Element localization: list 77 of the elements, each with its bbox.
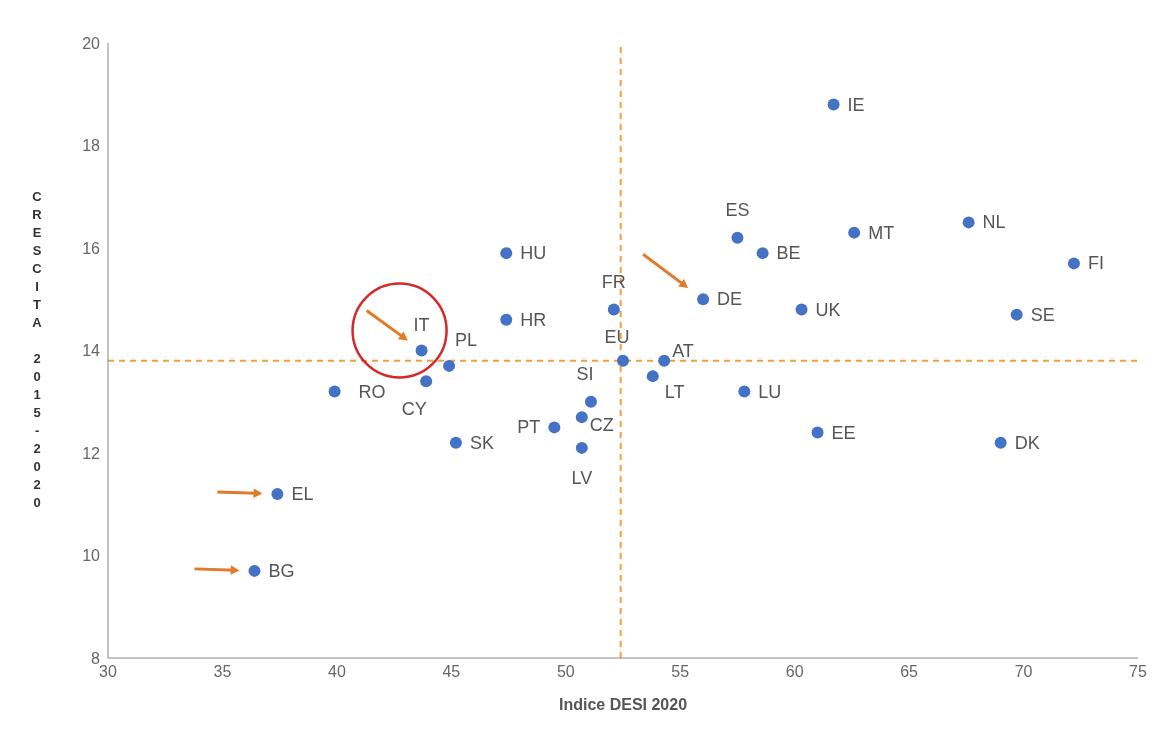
point — [756, 247, 769, 260]
x-tick-label: 40 — [327, 663, 346, 681]
series-label: SE — [1030, 304, 1055, 325]
x-tick-label: 60 — [785, 663, 804, 681]
series-label: PT — [517, 417, 541, 438]
series-label: RO — [358, 381, 386, 402]
point — [548, 421, 561, 434]
series-label: PL — [455, 329, 478, 350]
x-tick-label: 50 — [556, 663, 575, 681]
point — [271, 488, 284, 500]
point — [1010, 308, 1023, 321]
series-label: EE — [831, 422, 856, 443]
x-tick-label: 30 — [99, 663, 117, 681]
series-label: UK — [815, 299, 841, 320]
x-tick-label: 45 — [442, 663, 461, 681]
point — [827, 98, 840, 111]
series-label: CZ — [589, 415, 614, 436]
point — [697, 293, 710, 306]
x-tick-label: 35 — [213, 663, 232, 681]
y-tick-label: 16 — [82, 239, 101, 257]
point — [500, 313, 513, 326]
y-tick-label: 8 — [91, 649, 101, 667]
x-tick-label: 70 — [1014, 663, 1033, 681]
x-tick-label: 55 — [671, 663, 690, 681]
point — [994, 436, 1007, 449]
series-label: LT — [664, 382, 685, 403]
point — [962, 216, 975, 229]
series-label: AT — [672, 340, 694, 361]
series-label: ES — [725, 199, 750, 220]
x-tick-label: 75 — [1129, 663, 1147, 681]
x-axis-title: Indice DESI 2020 — [558, 696, 688, 713]
point — [617, 354, 629, 367]
point — [248, 564, 261, 577]
point — [738, 385, 751, 398]
series-label: BE — [776, 243, 801, 264]
series-label: IE — [847, 94, 865, 115]
series-label: MT — [868, 222, 895, 243]
point — [731, 231, 744, 244]
point — [848, 226, 861, 239]
point — [500, 247, 513, 260]
series-label: DE — [717, 289, 743, 310]
series-label: HR — [520, 309, 547, 330]
point — [1067, 257, 1080, 270]
y-tick-label: 12 — [82, 444, 101, 462]
point — [443, 359, 456, 372]
series-label: EL — [291, 484, 314, 504]
point — [420, 375, 433, 388]
point — [795, 303, 808, 316]
series-label: FI — [1087, 253, 1104, 274]
series-label: EU — [604, 326, 630, 347]
point — [607, 303, 620, 316]
y-tick-label: 18 — [82, 137, 101, 155]
point — [449, 436, 462, 449]
series-label: DK — [1014, 432, 1040, 453]
point — [328, 385, 341, 398]
y-tick-label: 20 — [82, 34, 101, 52]
y-axis-title: CRESCITA 2015-2020 — [29, 188, 45, 513]
series-label: BG — [268, 560, 295, 581]
y-tick-label: 14 — [82, 342, 101, 360]
x-tick-label: 65 — [900, 663, 919, 681]
point — [811, 426, 824, 439]
series-label: NL — [982, 212, 1006, 233]
series-label: LU — [758, 381, 782, 402]
point — [575, 441, 588, 454]
series-label: HU — [520, 243, 547, 264]
series-label: FR — [601, 271, 626, 292]
series-label: IT — [413, 314, 430, 335]
point — [646, 370, 659, 383]
series-label: SI — [576, 363, 594, 384]
point — [575, 411, 588, 424]
series-label: CY — [401, 399, 427, 420]
series-label: SK — [469, 432, 494, 453]
point — [584, 395, 597, 408]
series-label: LV — [571, 467, 593, 488]
y-tick-label: 10 — [82, 547, 101, 565]
point — [658, 354, 671, 367]
point — [415, 344, 428, 357]
